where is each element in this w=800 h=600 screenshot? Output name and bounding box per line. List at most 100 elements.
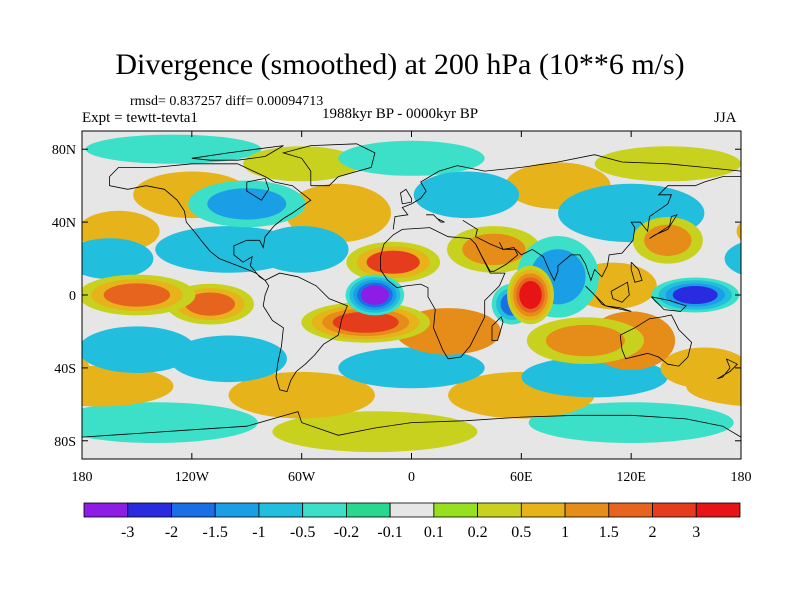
map-title: Divergence (smoothed) at 200 hPa (10**6 … (115, 48, 685, 81)
field-patch (169, 335, 287, 383)
colorbar-label: -3 (121, 524, 134, 541)
field-patch (272, 411, 478, 453)
coastline (475, 242, 519, 272)
colorbar-label: 0.1 (424, 524, 444, 541)
colorbar: -3 -2 -1.5 -1 -0.5 -0.2 -0.1 0.1 0.2 0.5 1 1.5 2 3 (83, 502, 741, 541)
colorbar-label: 2 (649, 524, 657, 541)
field-patch (332, 311, 399, 333)
field-patch (644, 224, 692, 256)
field-patch (243, 146, 361, 182)
lat-tick-label: 80S (54, 435, 76, 450)
coastline (462, 176, 741, 282)
lat-tick-label: 0 (69, 289, 76, 304)
colorbar-label: 3 (692, 524, 700, 541)
statistics-label: rmsd= 0.837257 diff= 0.00094713 (130, 94, 324, 109)
field-patch (660, 347, 741, 389)
season-label: JJA (714, 110, 737, 126)
colorbar-swatch (171, 502, 216, 518)
colorbar-swatch (652, 502, 697, 518)
field-patch (338, 140, 485, 176)
lon-tick-label: 60E (510, 470, 533, 485)
field-patch-wrap (82, 356, 90, 380)
field-patch (413, 171, 520, 219)
colorbar-swatch (433, 502, 478, 518)
colorbar-label: -2 (165, 524, 178, 541)
coastline (281, 143, 376, 187)
field-patch (85, 134, 262, 164)
colorbar-swatch (83, 502, 129, 518)
coastline (630, 261, 643, 283)
filled-contours (82, 131, 741, 459)
field-patch (528, 402, 734, 443)
coastlines (82, 143, 741, 438)
colorbar-label: 1.5 (599, 524, 619, 541)
lon-tick-label: 60W (288, 470, 316, 485)
colorbar-swatch (564, 502, 610, 518)
coastline (82, 411, 741, 438)
field-patch (360, 285, 389, 305)
lat-tick-label: 40N (52, 216, 76, 231)
colorbar-swatch (258, 502, 304, 518)
field-patch (366, 250, 420, 274)
colorbar-label: 1 (561, 524, 569, 541)
coastline (651, 296, 687, 312)
lon-tick-label: 120E (616, 470, 646, 485)
colorbar-swatch (214, 502, 260, 518)
colorbar-label: 0.5 (511, 524, 531, 541)
coastline (491, 316, 504, 341)
field-patch (672, 286, 718, 304)
colorbar-label: -1 (252, 524, 265, 541)
colorbar-swatch (608, 502, 653, 518)
colorbar-swatch (127, 502, 172, 518)
lat-tick-label: 40S (54, 362, 76, 377)
field-patch (155, 226, 302, 273)
coastline (605, 305, 632, 312)
experiment-label: Expt = tewtt-tevta1 (82, 110, 198, 126)
colorbar-label: -0.2 (334, 524, 359, 541)
colorbar-label: -0.1 (377, 524, 402, 541)
coastline (426, 214, 445, 223)
lat-tick-label: 80N (52, 143, 76, 158)
field-patch (103, 283, 171, 307)
field-patch (185, 292, 236, 316)
colorbar-swatch (345, 502, 391, 518)
colorbar-swatch (520, 502, 566, 518)
colorbar-label: -1.5 (203, 524, 228, 541)
field-patch (228, 371, 375, 419)
field-patch (82, 402, 258, 443)
field-patch (82, 238, 154, 279)
coastline (392, 154, 741, 230)
field-patch (519, 281, 542, 309)
coastline (262, 272, 348, 393)
colorbar-swatch (389, 502, 435, 518)
coastline (246, 177, 270, 201)
coastline (619, 314, 693, 367)
period-label: 1988kyr BP - 0000kyr BP (322, 106, 479, 122)
colorbar-label: -0.5 (290, 524, 315, 541)
field-patch (82, 365, 174, 407)
colorbar-swatch (695, 502, 741, 518)
lon-tick-label: 120W (175, 470, 210, 485)
lon-tick-label: 0 (408, 470, 415, 485)
coastline (191, 145, 284, 161)
field-patch-wrap (736, 222, 741, 241)
coastline (400, 188, 412, 205)
coastline (380, 227, 506, 360)
field-patch (462, 233, 526, 266)
coastline (109, 163, 312, 281)
colorbar-swatch (302, 502, 347, 518)
lon-tick-label: 180 (731, 470, 752, 485)
coastline (610, 281, 630, 303)
field-patch (338, 347, 485, 389)
coastline (585, 285, 606, 307)
field-patch (545, 324, 625, 357)
field-patch-wrap (724, 242, 741, 275)
colorbar-label: 0.2 (468, 524, 488, 541)
colorbar-swatch (477, 502, 522, 518)
lon-tick-label: 180 (72, 470, 93, 485)
field-patch (82, 326, 196, 373)
coastline (717, 358, 738, 380)
field-patch (207, 188, 287, 220)
coastline (649, 214, 678, 239)
